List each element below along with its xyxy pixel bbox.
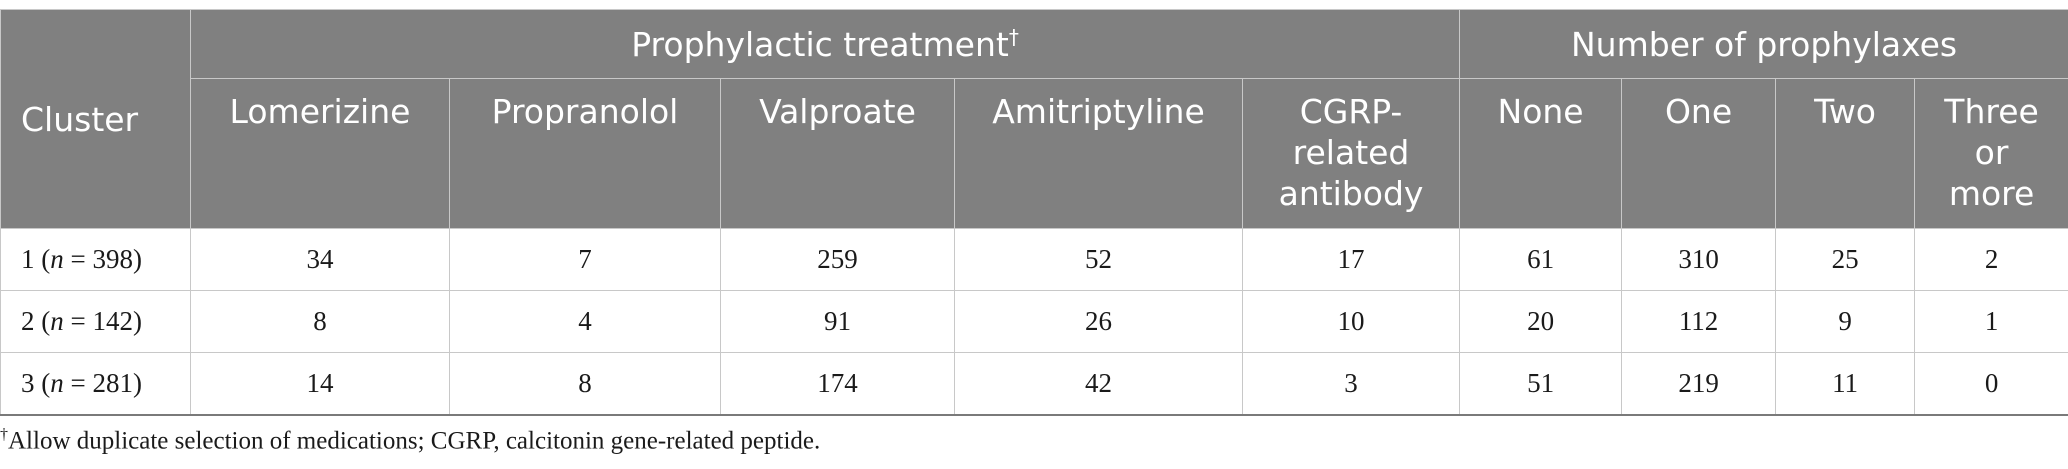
results-table: Cluster Prophylactic treatment† Number o…: [0, 9, 2068, 416]
cluster-cell: 2 (n = 142): [0, 290, 191, 353]
column-header-valproate: Valproate: [720, 78, 955, 229]
cluster-cell: 1 (n = 398): [0, 228, 191, 291]
column-header-propranolol: Propranolol: [449, 78, 721, 229]
column-header-lomerizine: Lomerizine: [190, 78, 450, 229]
value-cell: 112: [1621, 290, 1777, 353]
value-cell: 11: [1775, 352, 1916, 416]
column-header-two: Two: [1775, 78, 1916, 229]
table-row: 3 (n = 281) 14 8 174 42 3 51 219 11 0: [0, 352, 2068, 416]
value-cell: 26: [954, 290, 1243, 353]
footnote-dagger-mark: †: [0, 426, 8, 443]
prophylactic-treatment-label: Prophylactic treatment: [631, 24, 1009, 64]
column-header-none: None: [1459, 78, 1623, 229]
column-header-amitriptyline: Amitriptyline: [954, 78, 1243, 229]
cluster-cell: 3 (n = 281): [0, 352, 191, 416]
cluster-header: Cluster: [0, 9, 191, 229]
value-cell: 7: [449, 228, 721, 291]
value-cell: 310: [1621, 228, 1777, 291]
value-cell: 91: [720, 290, 955, 353]
column-header-three-or-more: Three or more: [1914, 78, 2068, 229]
footnote-text: Allow duplicate selection of medications…: [8, 427, 821, 455]
value-cell: 174: [720, 352, 955, 416]
prophylactic-treatment-header: Prophylactic treatment†: [189, 9, 1461, 79]
value-cell: 8: [190, 290, 450, 353]
value-cell: 14: [190, 352, 450, 416]
value-cell: 34: [190, 228, 450, 291]
table-row: 2 (n = 142) 8 4 91 26 10 20 112 9 1: [0, 290, 2068, 353]
value-cell: 9: [1775, 290, 1916, 353]
value-cell: 2: [1914, 228, 2068, 291]
value-cell: 61: [1459, 228, 1623, 291]
value-cell: 20: [1459, 290, 1623, 353]
value-cell: 8: [449, 352, 721, 416]
value-cell: 4: [449, 290, 721, 353]
value-cell: 0: [1914, 352, 2068, 416]
column-header-cgrp-antibody: CGRP-related antibody: [1241, 78, 1461, 229]
column-header-one: One: [1621, 78, 1777, 229]
table-row: 1 (n = 398) 34 7 259 52 17 61 310 25 2: [0, 228, 2068, 291]
number-of-prophylaxes-header: Number of prophylaxes: [1459, 9, 2068, 79]
value-cell: 17: [1241, 228, 1461, 291]
dagger-mark: †: [1008, 24, 1019, 49]
value-cell: 52: [954, 228, 1243, 291]
value-cell: 3: [1241, 352, 1461, 416]
value-cell: 259: [720, 228, 955, 291]
value-cell: 25: [1775, 228, 1916, 291]
value-cell: 10: [1241, 290, 1461, 353]
value-cell: 1: [1914, 290, 2068, 353]
table-footnote: †Allow duplicate selection of medication…: [0, 426, 820, 455]
value-cell: 219: [1621, 352, 1777, 416]
value-cell: 51: [1459, 352, 1623, 416]
value-cell: 42: [954, 352, 1243, 416]
